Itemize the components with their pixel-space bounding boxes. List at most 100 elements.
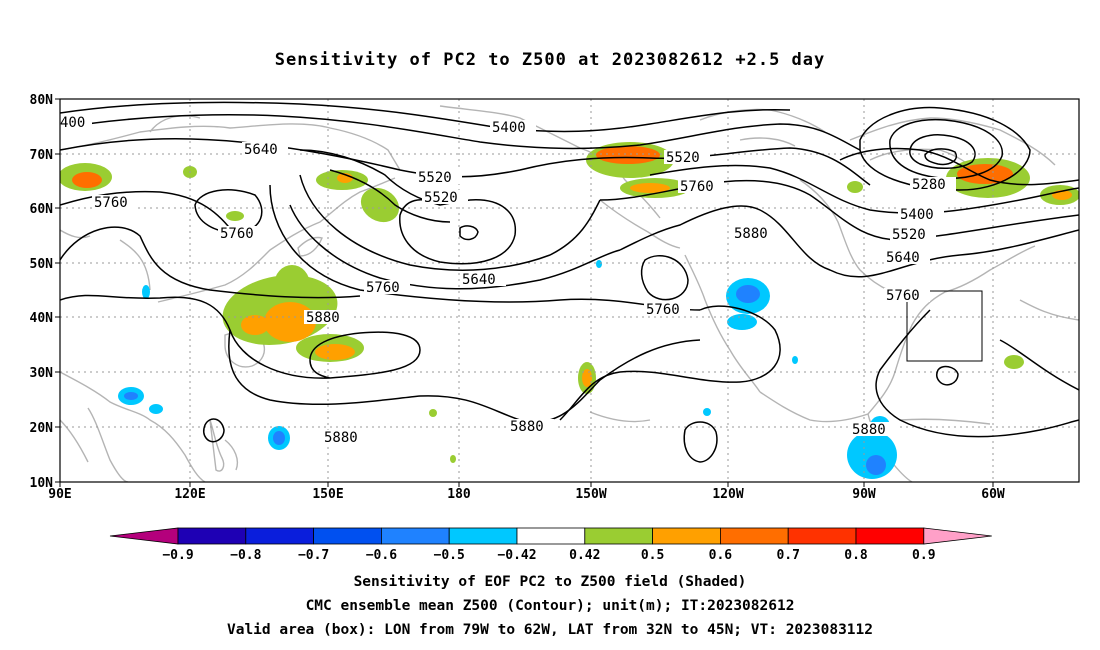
lat-label: 30N [30,366,54,381]
colorbar-max-triangle [923,527,992,545]
colorbar-segment [448,527,518,545]
colorbar-label: −0.42 [497,548,536,563]
contour-label: 5520 [424,190,458,206]
lon-label: 180 [447,487,471,502]
sensitivity-patch [72,172,102,188]
plot-frame [59,98,1080,483]
colorbar-segment [516,527,586,545]
contour-label: 400 [60,115,85,131]
contour-label: 5640 [244,142,278,158]
sensitivity-shading [60,142,1079,479]
sensitivity-patch [273,431,285,445]
colorbar-segment [380,527,450,545]
colorbar-segment [584,527,653,545]
lon-label: 150E [312,487,343,502]
contour-label: 5880 [324,430,358,446]
colorbar-segment [652,527,721,545]
sensitivity-patch [866,455,886,475]
contour-label: 5760 [886,288,920,304]
sensitivity-patch [149,404,163,414]
colorbar-label: 0.6 [709,548,733,563]
valid-area-box [906,290,983,362]
sensitivity-patch [957,164,1013,184]
contour-label: 5520 [418,170,452,186]
colorbar-min-triangle [109,527,179,545]
z500-contours [60,101,1079,463]
contour-label: 5880 [306,310,340,326]
sensitivity-patch [142,285,150,299]
contour-label: 5760 [680,179,714,195]
footer-line-1: Sensitivity of EOF PC2 to Z500 field (Sh… [353,574,747,590]
sensitivity-patch [429,409,437,417]
sensitivity-patch [847,181,863,193]
lon-label: 120W [712,487,743,502]
colorbar-label: −0.7 [298,548,329,563]
colorbar-label: −0.8 [230,548,261,563]
lon-label: 150W [575,487,606,502]
sensitivity-patch [274,265,310,305]
colorbar-label: 0.7 [776,548,799,563]
colorbar-label: 0.42 [569,548,600,563]
sensitivity-patch [596,260,602,268]
colorbar-label: −0.6 [366,548,397,563]
colorbar-label: 0.8 [844,548,868,563]
sensitivity-patch [264,302,316,342]
colorbar-label: 0.5 [641,548,664,563]
colorbar-segment [313,527,382,545]
sensitivity-patch [630,183,670,193]
colorbar: −0.9 −0.8 −0.7 −0.6 −0.5 −0.42 0.42 0.5 0.6 0.7 0.… [109,527,992,563]
sensitivity-patch [360,187,400,223]
contour-label: 5640 [462,272,496,288]
lat-label: 60N [30,202,54,217]
sensitivity-patch [736,285,760,303]
sensitivity-patch [596,146,660,164]
contour-label: 5880 [734,226,768,242]
sensitivity-patch [315,344,355,360]
colorbar-segment [720,527,789,545]
contour-label: 5640 [886,250,920,266]
sensitivity-patch [727,314,757,330]
sensitivity-patch [703,408,711,416]
map-title: Sensitivity of PC2 to Z500 at 2023082612… [274,50,826,70]
lat-label: 70N [30,148,54,163]
lat-lon-grid [60,99,1079,482]
contour-label: 5280 [912,177,946,193]
contour-label: 5520 [666,150,700,166]
lat-label: 20N [30,421,54,436]
contour-label: 5760 [366,280,400,296]
lat-label: 50N [30,257,54,272]
lon-label: 90W [852,487,876,502]
lon-label: 90E [48,487,71,502]
contour-label: 5400 [900,207,934,223]
colorbar-segment [787,527,857,545]
colorbar-segment [245,527,315,545]
contour-label: 5880 [510,419,544,435]
sensitivity-patch [792,356,798,364]
colorbar-label: −0.5 [434,548,465,563]
contour-label: 5400 [492,120,526,136]
lon-label: 60W [981,487,1005,502]
lon-label: 120E [174,487,205,502]
sensitivity-patch [1004,355,1024,369]
contour-labels: 5400 5520 5520 5520 5640 5640 5640 5760 … [60,115,956,446]
lat-label: 80N [30,93,54,108]
colorbar-label: −0.9 [162,548,193,563]
contour-label: 5760 [94,195,128,211]
contour-label: 5520 [892,227,926,243]
contour-label: 5880 [852,422,886,438]
colorbar-label: 0.9 [912,548,935,563]
footer-line-3: Valid area (box): LON from 79W to 62W, L… [226,622,873,638]
sensitivity-patch [582,369,592,387]
sensitivity-patch [124,392,138,400]
sensitivity-patch [241,315,269,335]
sensitivity-patch [450,455,456,463]
contour-label: 5760 [220,226,254,242]
lat-label: 10N [30,476,54,491]
colorbar-segment [177,527,247,545]
footer-line-2: CMC ensemble mean Z500 (Contour); unit(m… [305,598,795,614]
lat-label: 40N [30,311,54,326]
contour-label: 5760 [646,302,680,318]
colorbar-segment [855,527,925,545]
